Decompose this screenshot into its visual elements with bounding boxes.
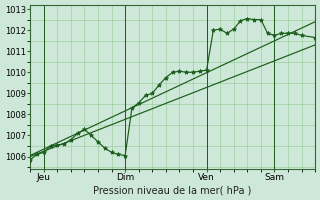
X-axis label: Pression niveau de la mer( hPa ): Pression niveau de la mer( hPa )	[93, 185, 252, 195]
